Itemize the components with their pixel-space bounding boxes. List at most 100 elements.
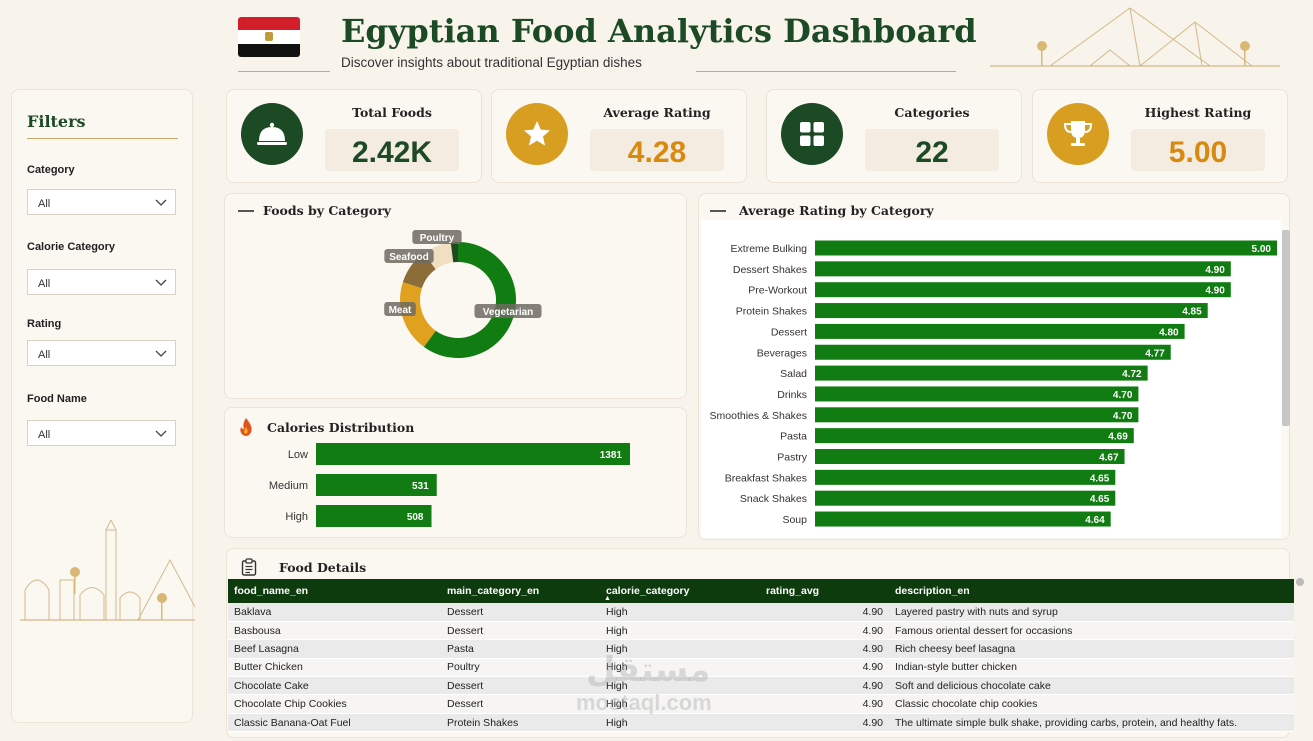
cell-calorie: High xyxy=(600,658,760,678)
rating-category-label: Extreme Bulking xyxy=(731,243,808,255)
rating-bar[interactable] xyxy=(815,240,1277,256)
table-row[interactable]: Butter Chicken Poultry High 4.90 Indian-styl… xyxy=(228,658,1294,678)
table-row[interactable]: Chocolate Cake Dessert High 4.90 Soft and de… xyxy=(228,676,1294,696)
rating-bar[interactable] xyxy=(815,511,1111,527)
donut-slice[interactable] xyxy=(423,242,516,358)
clipboard-icon xyxy=(241,558,257,576)
page-title: Egyptian Food Analytics Dashboard xyxy=(341,12,977,50)
cell-description: Indian-style butter chicken xyxy=(889,658,1294,678)
column-header-main-category[interactable]: main_category_en xyxy=(441,579,600,603)
rating-bar[interactable] xyxy=(815,449,1125,464)
calorie-category-select[interactable]: All xyxy=(27,269,176,295)
watermark-url: mostaql.com xyxy=(576,690,712,715)
column-header-food-name[interactable]: food_name_en xyxy=(228,579,441,603)
calorie-category-label: Medium xyxy=(269,480,308,492)
average-rating-by-category-panel: Average Rating by Category Extreme Bulki… xyxy=(698,193,1290,540)
calories-distribution-title: Calories Distribution xyxy=(267,420,415,435)
cell-calorie: High xyxy=(600,639,760,659)
table-scroll-indicator[interactable] xyxy=(1296,578,1304,586)
mosque-illustration-icon xyxy=(20,520,195,621)
rating-bar-value: 4.90 xyxy=(1205,265,1225,276)
header: Egyptian Food Analytics Dashboard Discov… xyxy=(226,6,1290,72)
table-row[interactable]: Classic Banana-Oat Fuel Protein Shakes Hig… xyxy=(228,713,1294,733)
cell-food-name: Beef Lasagna xyxy=(228,639,441,659)
cell-rating: 4.90 xyxy=(760,694,889,714)
filter-label-category: Category xyxy=(27,164,75,176)
calorie-bar[interactable] xyxy=(316,505,432,527)
rating-category-label: Pre-Workout xyxy=(748,285,807,297)
column-header-description[interactable]: description_en xyxy=(889,579,1294,603)
table-row[interactable]: Beef Lasagna Pasta High 4.90 Rich cheesy bee… xyxy=(228,639,1294,659)
calorie-bar[interactable] xyxy=(316,474,437,496)
header-divider xyxy=(696,71,956,72)
kpi-value: 2.42K xyxy=(325,129,459,171)
cell-food-name: Classic Banana-Oat Fuel xyxy=(228,713,441,733)
food-name-select[interactable]: All xyxy=(27,420,176,446)
rating-bar[interactable] xyxy=(815,407,1139,423)
rating-category-label: Pastry xyxy=(777,452,808,464)
page-subtitle: Discover insights about traditional Egyp… xyxy=(341,55,642,70)
food-details-table: food_name_en main_category_en calorie_ca… xyxy=(228,579,1294,733)
kpi-label: Total Foods xyxy=(352,105,432,120)
star-icon xyxy=(506,103,568,165)
rating-category-label: Dessert xyxy=(771,326,807,338)
filters-title: Filters xyxy=(27,112,86,131)
foods-by-category-title: Foods by Category xyxy=(263,203,392,218)
fire-icon xyxy=(240,418,252,436)
rating-bar-value: 4.80 xyxy=(1159,327,1179,338)
cell-rating: 4.90 xyxy=(760,603,889,622)
rating-bar-value: 4.69 xyxy=(1108,432,1128,443)
rating-bar-value: 4.70 xyxy=(1113,390,1133,401)
calorie-category-label: High xyxy=(285,511,308,523)
sort-ascending-icon: ▲ xyxy=(604,595,611,602)
header-divider xyxy=(238,71,330,72)
calories-distribution-bar-chart: Low 1381 Medium 531 High 508 xyxy=(269,443,630,527)
table-row[interactable]: Baklava Dessert High 4.90 Layered pastry wit… xyxy=(228,603,1294,622)
donut-label-bg xyxy=(384,302,416,316)
rating-select[interactable]: All xyxy=(27,340,176,366)
kpi-card-total-foods: Total Foods 2.42K xyxy=(226,89,482,183)
rating-bar[interactable] xyxy=(815,386,1139,402)
foods-by-category-panel: Foods by Category Vegetarian Meat Seafood P… xyxy=(224,193,687,399)
rating-bar[interactable] xyxy=(815,303,1208,319)
calorie-bar-value: 1381 xyxy=(600,450,623,461)
column-header-label: calorie_category xyxy=(606,585,690,597)
rating-bar-value: 4.65 xyxy=(1090,494,1110,505)
table-row[interactable]: Basbousa Dessert High 4.90 Famous oriental d… xyxy=(228,621,1294,641)
donut-slice[interactable] xyxy=(450,242,458,263)
filter-label-rating: Rating xyxy=(27,318,62,330)
chart-scrollbar[interactable] xyxy=(1282,230,1290,426)
cell-calorie: High xyxy=(600,694,760,714)
calorie-bar[interactable] xyxy=(316,443,630,465)
rating-bar[interactable] xyxy=(815,490,1116,506)
watermark: مستقل mostaql.com xyxy=(576,650,712,716)
rating-category-label: Salad xyxy=(780,368,807,380)
rating-bar[interactable] xyxy=(815,282,1231,298)
rating-bar[interactable] xyxy=(815,344,1171,360)
rating-bar[interactable] xyxy=(815,428,1134,444)
rating-bar[interactable] xyxy=(815,261,1231,277)
donut-label-bg xyxy=(384,249,434,263)
rating-category-label: Protein Shakes xyxy=(736,306,807,318)
column-header-rating-avg[interactable]: rating_avg xyxy=(760,579,889,603)
donut-slice[interactable] xyxy=(399,282,436,347)
rating-category-label: Breakfast Shakes xyxy=(725,472,807,484)
cell-food-name: Chocolate Chip Cookies xyxy=(228,694,441,714)
table-row[interactable]: Chocolate Chip Cookies Dessert High 4.90 Cla… xyxy=(228,694,1294,714)
donut-label-bg xyxy=(412,230,462,244)
cell-rating: 4.90 xyxy=(760,621,889,641)
calories-distribution-panel: Calories Distribution Low 1381 Medium 531 Hi… xyxy=(224,407,687,538)
column-header-calorie-category[interactable]: calorie_category ▲ xyxy=(600,579,760,603)
cell-category: Protein Shakes xyxy=(441,713,600,733)
cell-food-name: Basbousa xyxy=(228,621,441,641)
rating-bar-value: 4.72 xyxy=(1122,369,1142,380)
cell-description: Famous oriental dessert for occasions xyxy=(889,621,1294,641)
rating-bar[interactable] xyxy=(815,469,1116,485)
category-select[interactable]: All xyxy=(27,189,176,215)
kpi-label: Average Rating xyxy=(603,105,711,120)
cell-calorie: High xyxy=(600,603,760,622)
cell-rating: 4.90 xyxy=(760,713,889,733)
rating-bar[interactable] xyxy=(815,323,1185,339)
cell-description: Layered pastry with nuts and syrup xyxy=(889,603,1294,622)
rating-bar[interactable] xyxy=(815,365,1148,381)
